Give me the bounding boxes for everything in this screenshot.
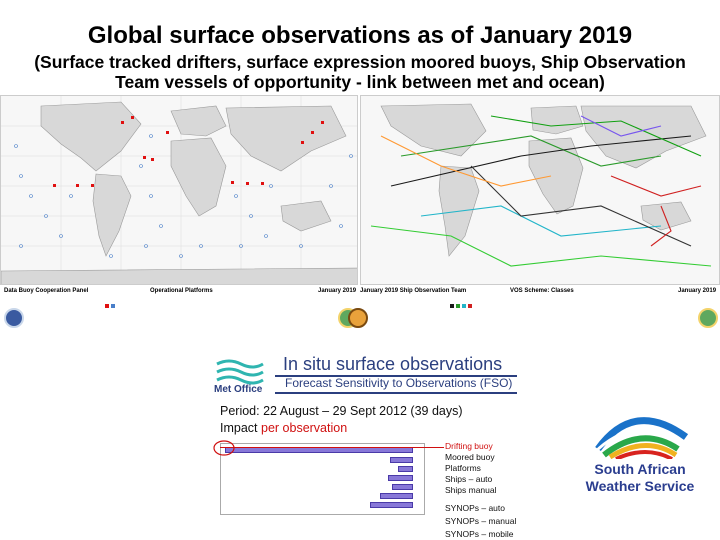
saws-swoosh-icon	[592, 417, 689, 459]
bar-ships-manual	[392, 484, 413, 490]
slide-title: Global surface observations as of Januar…	[87, 22, 633, 49]
saws-name-line2: Weather Service	[585, 478, 695, 494]
vos-date: January 2019	[678, 288, 717, 294]
label-moored-buoy: Moored buoy	[445, 452, 495, 462]
vos-ship-map	[360, 95, 720, 285]
drifter-buoy-map	[0, 95, 358, 285]
fso-slide: Met Office In situ surface observations …	[205, 348, 517, 540]
fso-subtitle: Forecast Sensitivity to Observations (FS…	[285, 376, 513, 390]
vos-map-legend: January 2019 Ship Observation Team VOS S…	[348, 286, 720, 344]
bar-synop-auto	[380, 493, 413, 499]
bar-ships-auto	[388, 475, 413, 481]
dbcp-status: Operational Platforms	[150, 288, 213, 294]
fso-chart	[213, 440, 425, 523]
vos-scheme-title: VOS Scheme: Classes	[510, 288, 574, 294]
fso-period: Period: 22 August – 29 Sept 2012 (39 day…	[220, 404, 463, 418]
bar-moored-buoy	[390, 457, 413, 463]
label-ships-auto: Ships – auto	[445, 474, 493, 484]
fso-impact: Impact per observation	[220, 421, 348, 435]
label-drifting-buoy: Drifting buoy	[445, 441, 493, 451]
dbcp-date: January 2019	[318, 288, 357, 294]
saws-name-line1: South African	[594, 461, 686, 477]
sot-logo	[348, 308, 368, 328]
drifter-buoy-map-graphic	[1, 96, 357, 284]
fso-title: In situ surface observations	[283, 354, 503, 374]
met-office-logo-icon	[216, 359, 264, 385]
label-ships-manual: Ships manual	[445, 485, 497, 495]
bar-platforms	[398, 466, 413, 472]
slide-subtitle: (Surface tracked drifters, surface expre…	[34, 52, 686, 92]
drifter-map-legend: Data Buoy Cooperation Panel Operational …	[0, 286, 358, 344]
dbcp-panel-name: Data Buoy Cooperation Panel	[4, 288, 89, 294]
highlight-circle-icon	[213, 440, 235, 456]
bar-synop-manual	[370, 502, 413, 508]
label-synop-mobile: SYNOPs – mobile	[445, 529, 514, 539]
met-office-logo-text: Met Office	[214, 384, 263, 395]
dbcp-logo	[4, 308, 24, 328]
jcommops-logo-right	[698, 308, 718, 328]
label-platforms: Platforms	[445, 463, 481, 473]
maps-panel: Data Buoy Cooperation Panel Operational …	[0, 95, 720, 345]
vos-ship-map-graphic	[361, 96, 719, 284]
saws-logo: South African Weather Service	[560, 405, 720, 505]
sot-title: January 2019 Ship Observation Team	[360, 288, 467, 294]
label-synop-auto: SYNOPs – auto	[445, 503, 506, 513]
label-synop-manual: SYNOPs – manual	[445, 516, 517, 526]
